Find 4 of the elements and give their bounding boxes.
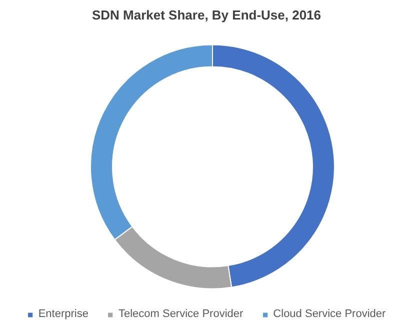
legend-label: Telecom Service Provider xyxy=(118,308,244,320)
legend-label: Cloud Service Provider xyxy=(273,308,386,320)
legend-label: Enterprise xyxy=(38,308,88,320)
chart-title: SDN Market Share, By End-Use, 2016 xyxy=(92,8,322,22)
